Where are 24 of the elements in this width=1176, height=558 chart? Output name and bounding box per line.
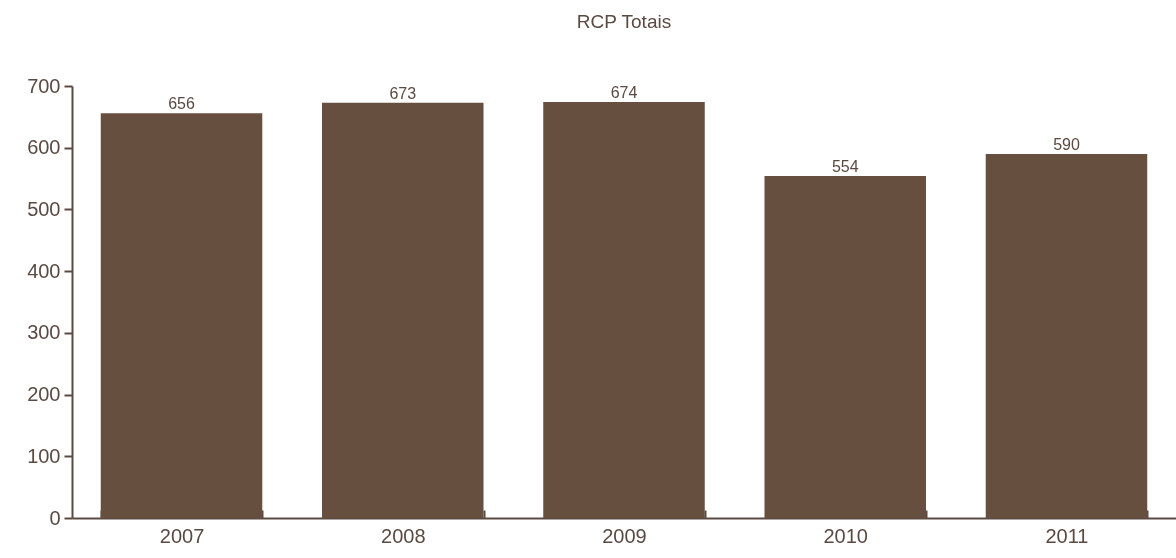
y-tick-label: 0	[49, 506, 61, 529]
x-tick-label: 2009	[602, 524, 647, 547]
x-tick-label: 2007	[159, 524, 205, 547]
data-label: 674	[610, 84, 638, 102]
y-tick-label: 200	[27, 383, 61, 406]
y-tick-label: 600	[27, 136, 61, 159]
x-tick-label: 2008	[381, 524, 426, 547]
chart-title: RCP Totais	[576, 11, 672, 32]
bar	[322, 102, 484, 518]
data-label: 673	[389, 84, 417, 102]
y-tick-label: 100	[27, 444, 61, 467]
y-tick-label: 700	[27, 74, 61, 97]
y-tick-label: 400	[27, 259, 61, 282]
x-tick-label: 2010	[823, 524, 868, 547]
bar	[985, 153, 1148, 518]
bar	[100, 113, 263, 518]
data-label: 554	[831, 158, 859, 176]
bar	[543, 102, 705, 518]
bar	[764, 176, 926, 518]
y-tick-label: 300	[27, 321, 61, 344]
y-tick-label: 500	[27, 197, 61, 220]
x-tick-label: 2011	[1045, 524, 1089, 547]
data-label: 590	[1053, 135, 1080, 153]
data-label: 656	[168, 95, 195, 113]
